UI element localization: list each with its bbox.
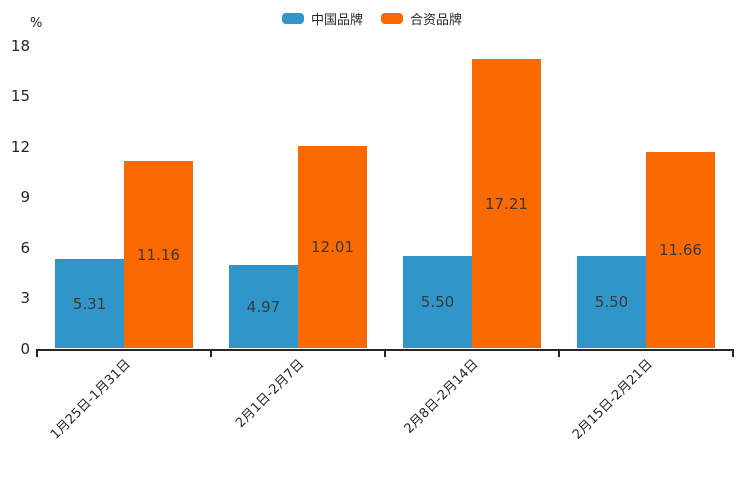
bar: [55, 259, 124, 349]
legend-label-joint-venture-brands: 合资品牌: [410, 13, 463, 28]
bar: [577, 255, 646, 349]
x-tick-label: 2月8日-2月14日: [401, 356, 482, 437]
bar: [124, 160, 193, 349]
x-axis-tick: [384, 349, 386, 357]
legend: 中国品牌 合资品牌: [0, 9, 744, 28]
bar-value-label: 11.66: [659, 241, 702, 260]
bar-value-label: 17.21: [485, 194, 528, 213]
legend-swatch-joint-venture-brands: [381, 13, 403, 24]
legend-item-china-brands: 中国品牌: [281, 9, 363, 28]
bar-value-label: 12.01: [311, 238, 354, 257]
y-tick-label: 9: [20, 188, 30, 206]
y-tick-label: 6: [20, 238, 30, 257]
bar: [298, 146, 367, 349]
bar-value-label: 11.16: [137, 245, 180, 264]
bar-value-label: 5.50: [420, 293, 455, 312]
bar-value-label: 5.50: [594, 293, 629, 312]
legend-item-joint-venture-brands: 合资品牌: [381, 9, 462, 28]
y-tick-label: 15: [10, 87, 30, 105]
legend-label-china-brands: 中国品牌: [310, 13, 363, 28]
y-tick-label: 0: [20, 339, 30, 358]
bar-value-label: 4.97: [246, 297, 281, 316]
bar: [646, 152, 715, 349]
x-tick-label: 2月1日-2月7日: [233, 356, 308, 431]
x-axis-tick: [36, 349, 38, 357]
x-axis-tick: [732, 349, 734, 357]
legend-swatch-china-brands: [281, 13, 304, 24]
y-tick-label: 3: [20, 289, 30, 307]
bar: [229, 264, 298, 349]
x-tick-label: 2月15日-2月21日: [569, 356, 656, 443]
x-axis-tick: [210, 349, 212, 357]
y-tick-label: 18: [10, 36, 30, 55]
y-axis-unit-label: %: [30, 16, 43, 31]
bar: [403, 255, 472, 349]
x-axis-tick: [558, 349, 560, 357]
bar-value-label: 5.31: [72, 294, 107, 313]
x-tick-label: 1月25日-1月31日: [47, 356, 134, 443]
bar: [472, 58, 541, 349]
y-tick-label: 12: [10, 137, 30, 156]
